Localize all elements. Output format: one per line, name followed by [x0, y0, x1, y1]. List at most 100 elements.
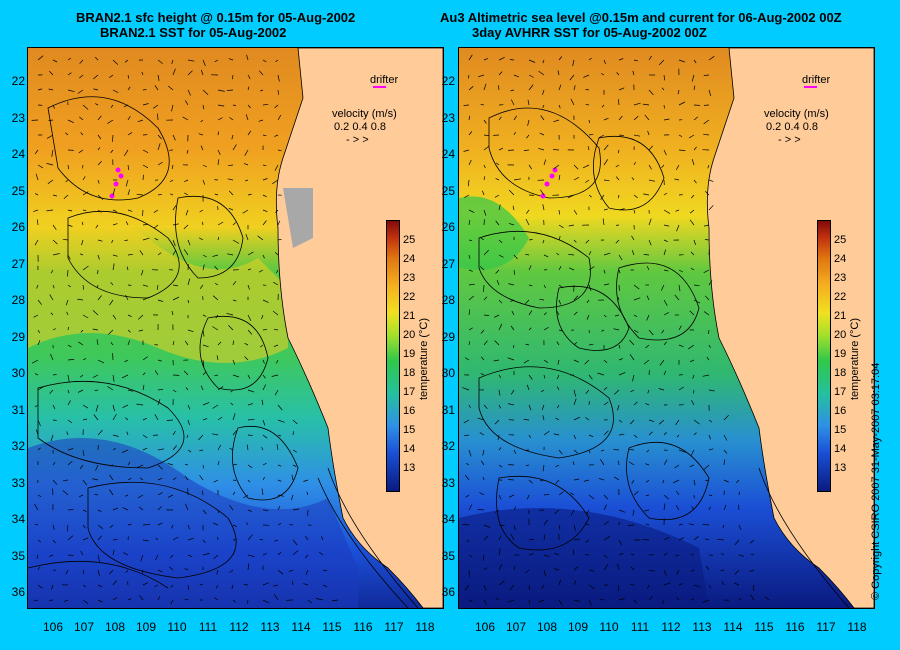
colorbar-tick: 23	[834, 272, 847, 284]
colorbar-tick: 25	[834, 234, 847, 246]
colorbar-tick: 20	[403, 329, 416, 341]
longitude-label: 106	[42, 620, 64, 634]
latitude-label: 35	[441, 548, 455, 563]
altimetry-contours	[478, 107, 850, 608]
longitude-label: 116	[785, 620, 805, 634]
colorbar-tick: 23	[403, 272, 416, 284]
longitude-label: 117	[816, 620, 836, 634]
left-colorbar	[386, 220, 400, 492]
longitude-label: 109	[135, 620, 157, 634]
latitude-label: 28	[441, 293, 455, 307]
longitude-label: 111	[198, 620, 218, 634]
colorbar-tick: 20	[834, 329, 847, 341]
colorbar-tick: 14	[403, 443, 416, 455]
colorbar-tick: 22	[403, 291, 416, 303]
latitude-label: 24	[441, 147, 455, 161]
left-velocity-values: 0.2 0.4 0.8	[334, 121, 386, 133]
colorbar-tick: 17	[403, 386, 416, 398]
longitude-label: 112	[229, 620, 249, 634]
right-velocity-arrows: - > >	[778, 134, 801, 146]
current-vectors	[31, 54, 339, 605]
ssh-contours	[28, 96, 419, 608]
longitude-label: 107	[73, 620, 95, 634]
australia-coast	[706, 48, 874, 608]
right-sst-map[interactable]	[458, 47, 875, 609]
colorbar-tick: 13	[403, 462, 416, 474]
cold-pool	[459, 508, 709, 608]
latitude-label: 33	[441, 475, 455, 490]
colorbar-tick: 18	[403, 367, 416, 379]
colorbar-tick: 22	[834, 291, 847, 303]
australia-coast	[275, 48, 443, 608]
left-drifter-label: drifter	[370, 74, 399, 86]
longitude-label: 106	[474, 620, 496, 634]
colorbar-tick: 19	[403, 348, 416, 360]
colorbar-tick: 16	[403, 405, 416, 417]
colorbar-tick: 21	[403, 310, 416, 322]
latitude-label: 32	[11, 439, 25, 453]
colorbar-tick: 17	[834, 386, 847, 398]
left-velocity-title: velocity (m/s)	[332, 108, 397, 120]
right-map-svg	[459, 48, 874, 608]
latitude-label: 23	[11, 110, 25, 125]
right-title-1: Au3 Altimetric sea level @0.15m and curr…	[440, 10, 842, 25]
latitude-label: 22	[11, 74, 25, 88]
longitude-label: 118	[847, 620, 867, 634]
cool-patch	[459, 196, 529, 270]
latitude-label: 27	[441, 256, 455, 271]
left-sst-map[interactable]	[27, 47, 444, 609]
colorbar-tick: 15	[834, 424, 847, 436]
left-velocity-arrows: - > >	[346, 134, 369, 146]
cold-pool	[28, 438, 358, 608]
shark-bay	[283, 188, 313, 248]
latitude-label: 35	[11, 548, 25, 563]
latitude-label: 25	[11, 183, 25, 198]
latitude-label: 36	[441, 585, 455, 599]
longitude-label: 113	[260, 620, 280, 634]
colorbar-tick: 18	[834, 367, 847, 379]
longitude-label: 110	[599, 620, 619, 634]
colorbar-tick: 25	[403, 234, 416, 246]
longitude-label: 115	[754, 620, 774, 634]
latitude-label: 29	[11, 329, 25, 344]
longitude-label: 117	[384, 620, 404, 634]
colorbar-tick: 19	[834, 348, 847, 360]
colorbar-tick: 16	[834, 405, 847, 417]
longitude-label: 118	[415, 620, 435, 634]
left-title-2: BRAN2.1 SST for 05-Aug-2002	[100, 25, 287, 40]
right-colorbar-unit: temperature (°C)	[849, 317, 861, 400]
latitude-label: 26	[11, 220, 25, 234]
colorbar-tick: 14	[834, 443, 847, 455]
longitude-label: 116	[353, 620, 373, 634]
left-colorbar-unit: temperature (°C)	[418, 317, 430, 400]
longitude-label: 107	[505, 620, 527, 634]
right-title-2: 3day AVHRR SST for 05-Aug-2002 00Z	[472, 25, 707, 40]
right-drifter-label: drifter	[802, 74, 831, 86]
right-colorbar	[817, 220, 831, 492]
longitude-label: 110	[167, 620, 187, 634]
latitude-label: 27	[11, 256, 25, 271]
colorbar-tick: 21	[834, 310, 847, 322]
right-velocity-title: velocity (m/s)	[764, 108, 829, 120]
longitude-label: 111	[630, 620, 650, 634]
colorbar-tick: 15	[403, 424, 416, 436]
current-vectors	[462, 54, 770, 606]
latitude-label: 34	[11, 512, 25, 526]
longitude-label: 109	[567, 620, 589, 634]
longitude-label: 115	[322, 620, 342, 634]
latitude-label: 23	[441, 110, 455, 125]
longitude-label: 114	[291, 620, 311, 634]
latitude-label: 30	[441, 366, 455, 380]
latitude-label: 34	[441, 512, 455, 526]
drifter-tracks	[109, 167, 124, 199]
latitude-label: 31	[441, 402, 455, 417]
longitude-label: 108	[536, 620, 558, 634]
latitude-label: 36	[11, 585, 25, 599]
latitude-label: 28	[11, 293, 25, 307]
copyright-text: © Copyright CSIRO 2007 31-May-2007 03:17…	[870, 362, 882, 600]
latitude-label: 25	[441, 183, 455, 198]
longitude-label: 112	[661, 620, 681, 634]
left-title-1: BRAN2.1 sfc height @ 0.15m for 05-Aug-20…	[76, 10, 356, 25]
warm-tongue	[28, 211, 288, 363]
right-velocity-values: 0.2 0.4 0.8	[766, 121, 818, 133]
